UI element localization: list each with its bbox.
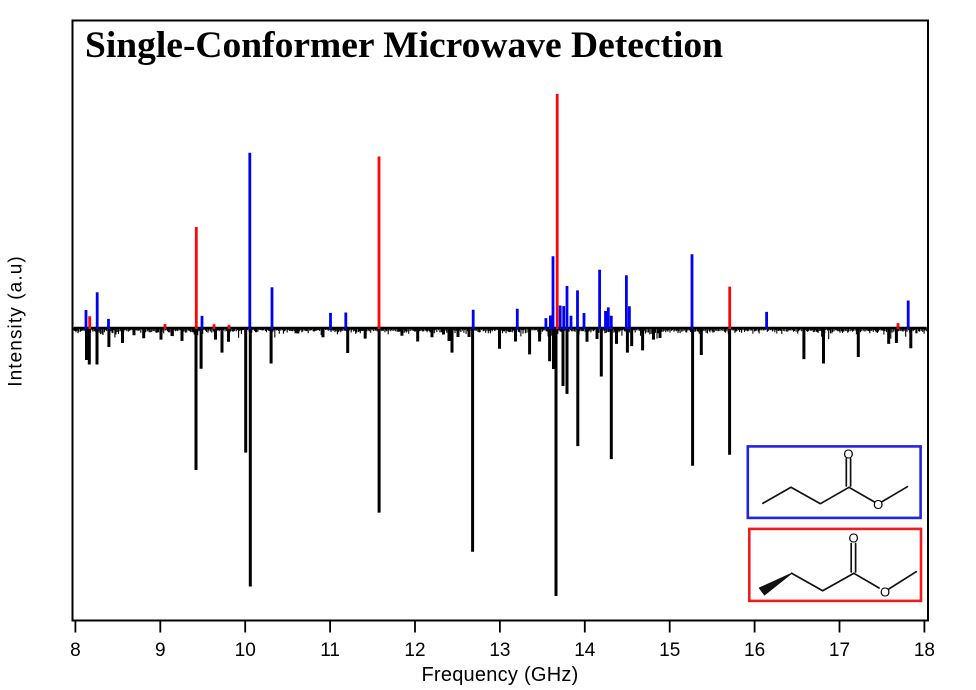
svg-text:10: 10 <box>235 640 256 661</box>
svg-text:18: 18 <box>914 640 935 661</box>
svg-text:O: O <box>843 447 853 462</box>
svg-text:8: 8 <box>70 640 81 661</box>
svg-text:12: 12 <box>404 640 425 661</box>
svg-text:15: 15 <box>659 640 680 661</box>
svg-text:Intensity (a.u): Intensity (a.u) <box>6 255 27 387</box>
svg-text:13: 13 <box>489 640 510 661</box>
svg-text:O: O <box>873 497 883 512</box>
svg-text:11: 11 <box>320 640 340 661</box>
svg-text:9: 9 <box>155 640 166 661</box>
svg-text:Single-Conformer Microwave Det: Single-Conformer Microwave Detection <box>85 25 723 66</box>
svg-text:17: 17 <box>829 640 850 661</box>
svg-text:16: 16 <box>744 640 765 661</box>
svg-text:O: O <box>849 530 859 545</box>
svg-text:14: 14 <box>574 640 596 661</box>
svg-text:Frequency (GHz): Frequency (GHz) <box>421 664 578 686</box>
svg-text:O: O <box>880 584 890 599</box>
